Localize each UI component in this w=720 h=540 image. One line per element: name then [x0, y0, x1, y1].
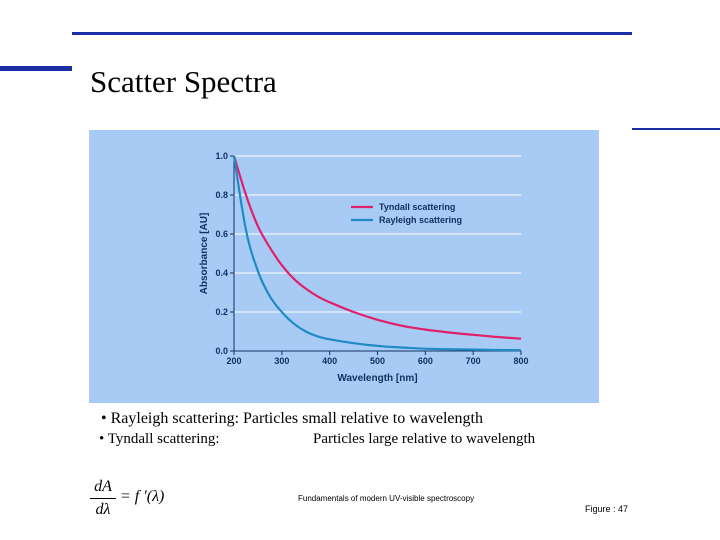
formula-fraction: dA dλ — [90, 477, 116, 520]
derivative-formula: dA dλ = f ′(λ) — [86, 477, 196, 521]
series-line-tyndall — [232, 155, 522, 340]
x-tick-label: 400 — [322, 356, 337, 366]
bullet-text: Tyndall scattering: — [107, 431, 220, 447]
y-axis-title: Absorbance [AU] — [199, 213, 210, 295]
x-tick-label: 600 — [418, 356, 433, 366]
series-line-rayleigh — [232, 155, 522, 352]
x-tick-label: 800 — [513, 356, 528, 366]
source-caption: Fundamentals of modern UV-visible spectr… — [298, 494, 475, 503]
bullet-rayleigh: • Rayleigh scattering: Particles small r… — [101, 410, 483, 428]
bullet-marker: • — [99, 431, 105, 447]
x-tick-label: 300 — [274, 356, 289, 366]
y-tick-label: 0.0 — [215, 346, 228, 356]
x-tick-label: 700 — [466, 356, 481, 366]
right-accent-rule — [632, 128, 720, 130]
formula-denominator: dλ — [95, 501, 111, 518]
x-axis-title: Wavelength [nm] — [337, 373, 417, 384]
y-tick-label: 0.8 — [215, 190, 228, 200]
bullet-marker: • — [101, 410, 107, 427]
top-rule — [72, 32, 632, 35]
x-tick-label: 200 — [226, 356, 241, 366]
bullet-description: Particles large relative to wavelength — [313, 431, 536, 447]
legend-label: Tyndall scattering — [379, 202, 455, 212]
figure-label: Figure : 47 — [585, 504, 629, 514]
y-tick-label: 0.2 — [215, 307, 228, 317]
x-tick-label: 500 — [370, 356, 385, 366]
bullet-tyndall: • Tyndall scattering: Particles large re… — [99, 431, 535, 448]
slide-title: Scatter Spectra — [90, 64, 277, 99]
bullet-text: Rayleigh scattering: Particles small rel… — [110, 410, 483, 427]
formula-rhs: = f ′(λ) — [120, 488, 165, 505]
formula-numerator: dA — [94, 478, 112, 495]
scatter-spectra-chart: 0.0 0.2 0.4 0.6 0.8 1.0 200 300 400 500 600 700 800 W… — [199, 151, 529, 384]
y-tick-label: 1.0 — [215, 151, 228, 161]
y-tick-label: 0.6 — [215, 229, 228, 239]
legend-label: Rayleigh scattering — [379, 215, 462, 225]
fraction-bar — [90, 498, 116, 499]
y-tick-label: 0.4 — [215, 268, 228, 278]
left-accent-rule — [0, 66, 72, 71]
chart-panel: 0.0 0.2 0.4 0.6 0.8 1.0 200 300 400 500 600 700 800 W… — [89, 130, 599, 403]
